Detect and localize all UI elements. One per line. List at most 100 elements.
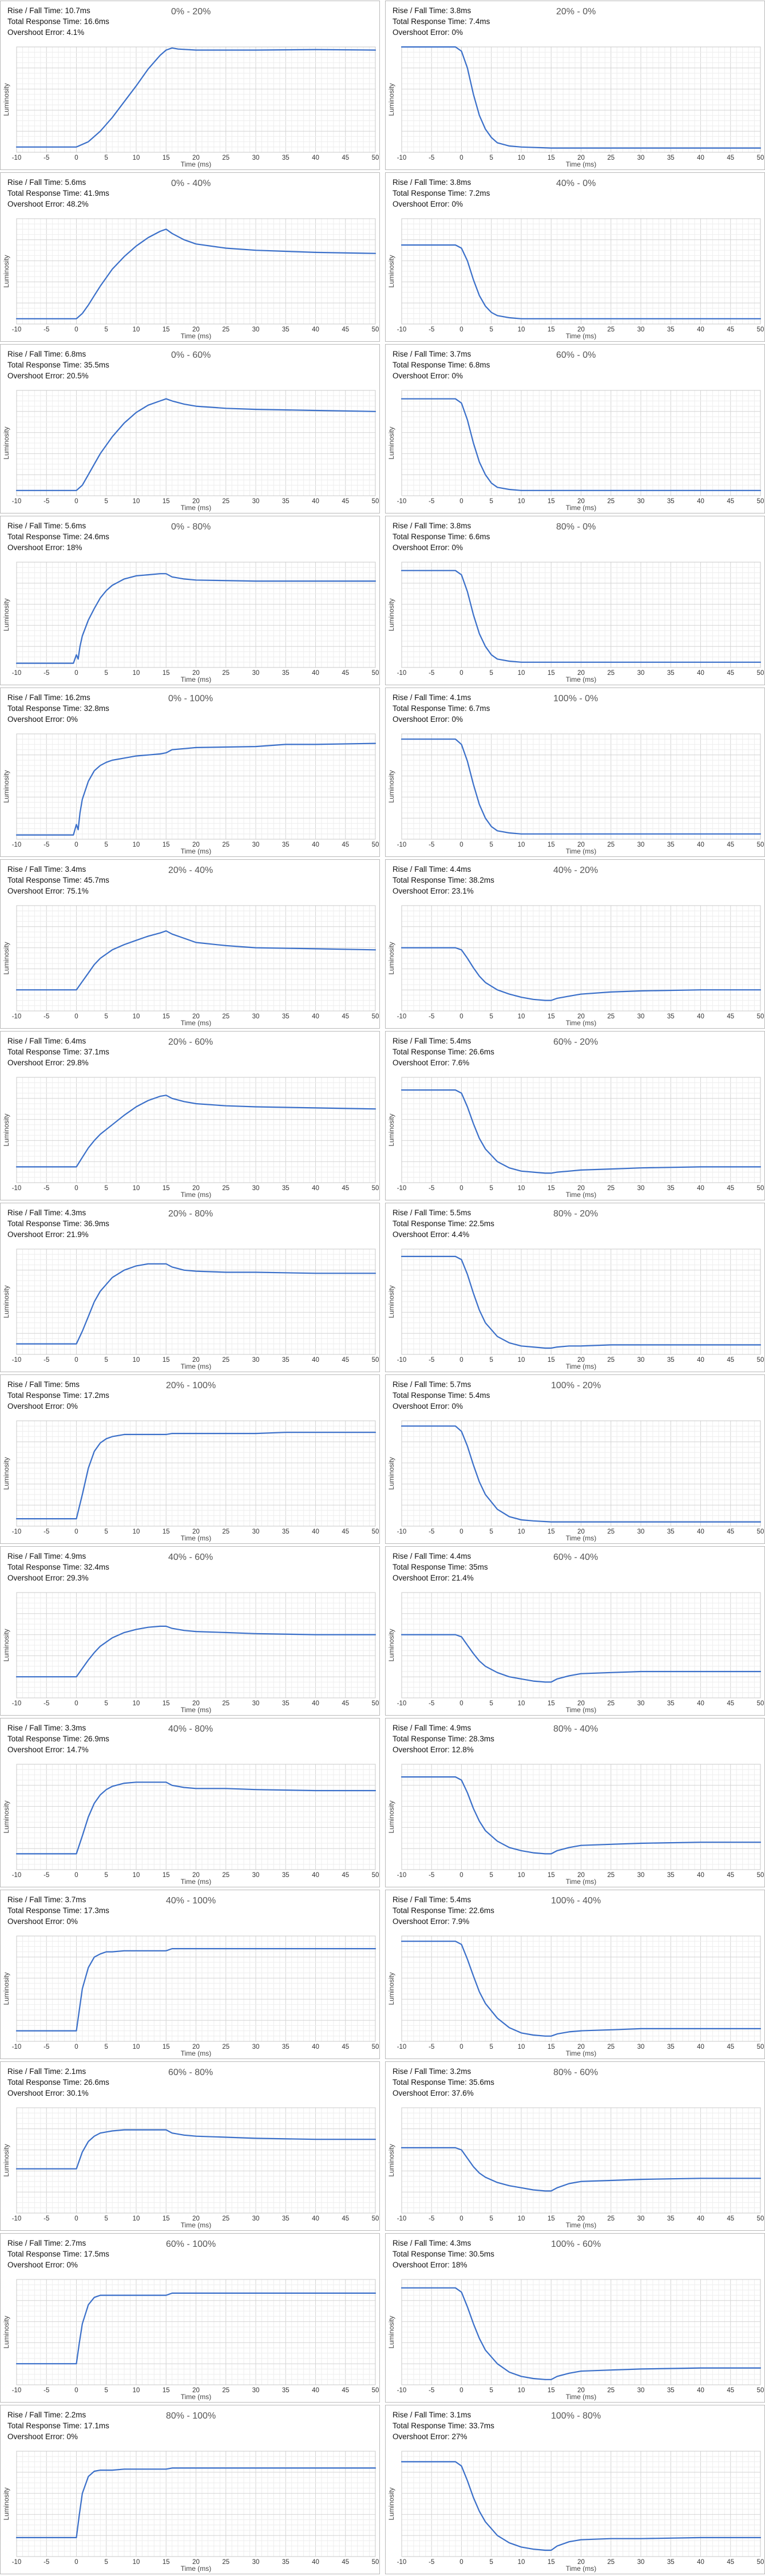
x-axis-label: Time (ms) bbox=[566, 1019, 597, 1027]
series-line bbox=[401, 2461, 762, 2551]
chart-panel: Rise / Fall Time: 4.9ms Total Response Ti… bbox=[385, 1718, 765, 1887]
x-tick-label: 50 bbox=[757, 1013, 764, 1020]
chart-title: 60% - 80% bbox=[168, 2068, 213, 2077]
x-tick-label: 50 bbox=[757, 670, 764, 677]
x-tick-label: -10 bbox=[397, 2044, 407, 2050]
stat-line: Total Response Time: 37.1ms bbox=[7, 1048, 109, 1056]
chart-stats: Rise / Fall Time: 3.8ms Total Response Ti… bbox=[393, 520, 490, 553]
line-plot: -10 -5 0 5 10 15 20 25 30 35 40 45 50 Time (ms) Lumino… bbox=[2, 562, 379, 683]
chart-title: 60% - 20% bbox=[553, 1037, 598, 1047]
line-plot: -10 -5 0 5 10 15 20 25 30 35 40 45 50 Time (ms) Lumino… bbox=[387, 390, 764, 512]
chart-title: 20% - 80% bbox=[168, 1209, 213, 1219]
x-tick-label: 10 bbox=[133, 1700, 140, 1707]
chart-panel: Rise / Fall Time: 4.4ms Total Response Ti… bbox=[385, 859, 765, 1029]
x-tick-label: 35 bbox=[667, 2559, 675, 2566]
x-tick-label: 0 bbox=[74, 2215, 78, 2222]
x-tick-label: 20 bbox=[577, 1013, 585, 1020]
x-tick-label: 50 bbox=[757, 2559, 764, 2566]
plot-frame bbox=[16, 1935, 376, 2042]
series-line bbox=[15, 47, 376, 148]
x-tick-label: 15 bbox=[548, 1185, 555, 1192]
x-tick-label: 50 bbox=[372, 498, 379, 505]
x-tick-label: 35 bbox=[282, 841, 290, 848]
x-tick-label: 40 bbox=[312, 2387, 319, 2394]
x-tick-label: 0 bbox=[459, 1872, 463, 1879]
x-tick-label: -10 bbox=[12, 841, 22, 848]
chart-panel: Rise / Fall Time: 3.2ms Total Response Ti… bbox=[385, 2061, 765, 2231]
plot-frame bbox=[16, 46, 376, 153]
y-axis-label: Luminosity bbox=[2, 426, 10, 459]
stat-line: Rise / Fall Time: 3.8ms bbox=[393, 521, 471, 530]
y-axis-label: Luminosity bbox=[2, 598, 10, 631]
x-tick-label: 20 bbox=[577, 841, 585, 848]
x-tick-label: 10 bbox=[518, 155, 525, 161]
x-tick-label: 20 bbox=[192, 1700, 200, 1707]
x-tick-label: -5 bbox=[43, 1700, 49, 1707]
chart-stats: Rise / Fall Time: 5ms Total Response Time… bbox=[7, 1379, 109, 1412]
x-tick-label: 45 bbox=[342, 1013, 349, 1020]
x-tick-label: 25 bbox=[607, 498, 615, 505]
stat-line: Rise / Fall Time: 4.3ms bbox=[393, 2239, 471, 2247]
x-tick-label: 0 bbox=[74, 498, 78, 505]
x-tick-label: 40 bbox=[697, 1185, 704, 1192]
stat-line: Overshoot Error: 18% bbox=[7, 543, 82, 552]
chart-panel: Rise / Fall Time: 2.2ms Total Response Ti… bbox=[0, 2405, 380, 2574]
series-line bbox=[401, 570, 762, 663]
x-axis-label: Time (ms) bbox=[181, 2221, 212, 2229]
x-tick-label: 45 bbox=[342, 2044, 349, 2050]
series-line bbox=[401, 2147, 762, 2192]
x-tick-label: 35 bbox=[667, 2215, 675, 2222]
x-tick-label: 0 bbox=[74, 1185, 78, 1192]
chart-panel: Rise / Fall Time: 2.7ms Total Response Ti… bbox=[0, 2233, 380, 2403]
x-tick-label: 35 bbox=[282, 1700, 290, 1707]
chart-title: 100% - 20% bbox=[551, 1381, 601, 1390]
x-axis-label: Time (ms) bbox=[566, 675, 597, 683]
plot-frame bbox=[16, 2279, 376, 2385]
x-tick-label: 45 bbox=[727, 498, 734, 505]
x-tick-label: 0 bbox=[459, 155, 463, 161]
stat-line: Rise / Fall Time: 3.8ms bbox=[393, 6, 471, 15]
x-tick-label: 35 bbox=[282, 1013, 290, 1020]
x-tick-label: -5 bbox=[429, 670, 434, 677]
plot-frame bbox=[16, 390, 376, 496]
x-tick-label: -10 bbox=[12, 155, 22, 161]
x-tick-label: 15 bbox=[548, 2559, 555, 2566]
x-tick-label: 35 bbox=[667, 670, 675, 677]
stat-line: Overshoot Error: 4.1% bbox=[7, 28, 85, 37]
chart-title: 0% - 60% bbox=[171, 350, 211, 360]
x-tick-label: 10 bbox=[518, 498, 525, 505]
stat-line: Overshoot Error: 0% bbox=[393, 372, 463, 380]
x-tick-label: 30 bbox=[252, 1872, 260, 1879]
x-tick-label: 0 bbox=[74, 1013, 78, 1020]
y-axis-label: Luminosity bbox=[2, 942, 10, 974]
x-tick-label: 45 bbox=[342, 1185, 349, 1192]
x-tick-label: 50 bbox=[757, 1185, 764, 1192]
x-tick-label: 10 bbox=[518, 1357, 525, 1364]
x-tick-label: 15 bbox=[162, 1872, 170, 1879]
x-tick-label: 50 bbox=[372, 326, 379, 333]
x-tick-label: 20 bbox=[577, 1357, 585, 1364]
plot-frame bbox=[401, 218, 761, 325]
x-tick-label: 35 bbox=[667, 841, 675, 848]
x-tick-label: -5 bbox=[429, 326, 434, 333]
x-tick-label: 45 bbox=[342, 2559, 349, 2566]
line-plot: -10 -5 0 5 10 15 20 25 30 35 40 45 50 Time (ms) Lumino… bbox=[387, 2107, 764, 2229]
x-tick-label: 5 bbox=[105, 2215, 108, 2222]
x-tick-label: 15 bbox=[548, 1013, 555, 1020]
x-tick-label: 30 bbox=[252, 2387, 260, 2394]
plot-frame bbox=[401, 1764, 761, 1870]
x-tick-label: 40 bbox=[312, 1185, 319, 1192]
stat-line: Total Response Time: 6.6ms bbox=[393, 532, 490, 541]
x-tick-label: 40 bbox=[312, 498, 319, 505]
x-axis-label: Time (ms) bbox=[181, 332, 212, 340]
plot-frame bbox=[16, 1592, 376, 1698]
chart-panel: Rise / Fall Time: 5.4ms Total Response Ti… bbox=[385, 1890, 765, 2059]
x-axis-label: Time (ms) bbox=[566, 1878, 597, 1886]
x-tick-label: 10 bbox=[133, 2559, 140, 2566]
x-tick-label: 45 bbox=[727, 1872, 734, 1879]
chart-title: 20% - 0% bbox=[556, 7, 596, 17]
stat-line: Overshoot Error: 4.4% bbox=[393, 1230, 470, 1239]
x-axis-label: Time (ms) bbox=[566, 2393, 597, 2401]
x-axis-label: Time (ms) bbox=[181, 1019, 212, 1027]
chart-stats: Rise / Fall Time: 2.1ms Total Response Ti… bbox=[7, 2066, 109, 2099]
